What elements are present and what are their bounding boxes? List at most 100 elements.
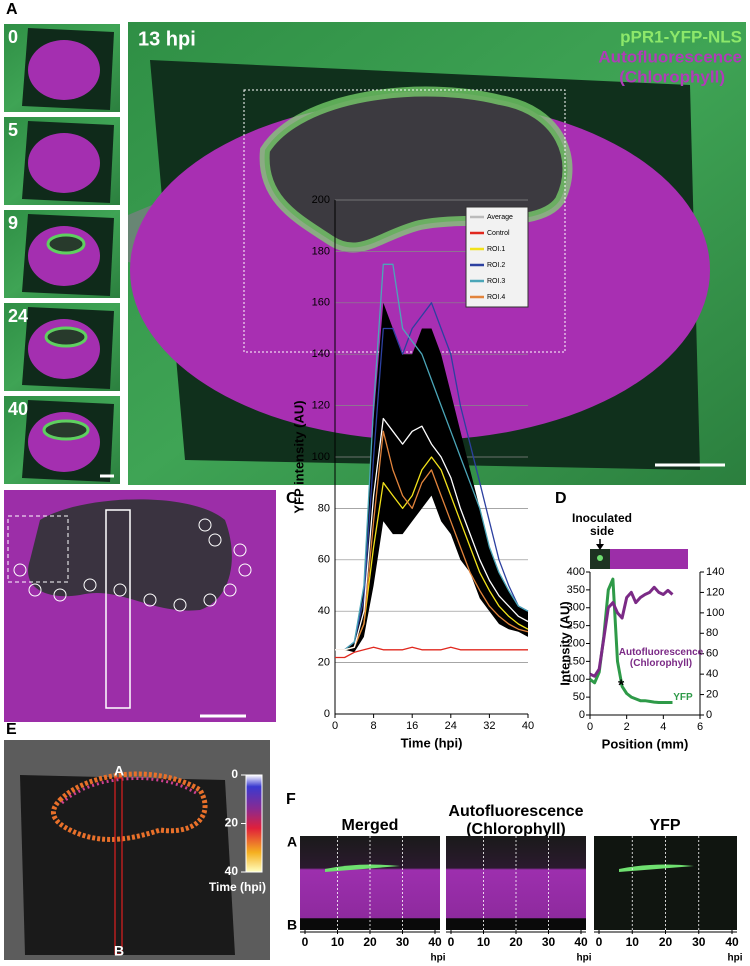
y-tick-label: 40 bbox=[318, 605, 330, 617]
transect-end: B bbox=[114, 943, 124, 959]
y-tick-label: 350 bbox=[567, 584, 585, 596]
y2-tick-label: 80 bbox=[706, 627, 718, 639]
x-unit: hpi bbox=[577, 953, 592, 964]
series-line bbox=[335, 430, 529, 651]
arrow-head bbox=[596, 544, 604, 550]
roi-box bbox=[7, 515, 69, 583]
time-ring bbox=[51, 771, 208, 842]
legend-auto: Autofluorescence bbox=[598, 47, 742, 66]
x-unit: hpi bbox=[728, 953, 743, 964]
colorbar-tick-label: 40 bbox=[225, 864, 239, 878]
roi-circle bbox=[198, 518, 212, 532]
profile-box bbox=[105, 509, 131, 709]
legend-yfp: pPR1-YFP-NLS bbox=[620, 27, 742, 46]
x-tick-label: 20 bbox=[363, 935, 377, 949]
x-tick-label: 0 bbox=[332, 720, 338, 732]
legend-auto: (Chlorophyll) bbox=[619, 67, 725, 86]
x-axis-label: Time (hpi) bbox=[401, 735, 463, 750]
series-line bbox=[335, 302, 529, 651]
x-axis-label: Position (mm) bbox=[602, 736, 689, 751]
roi-circle bbox=[233, 543, 247, 557]
roi-circle bbox=[83, 578, 97, 592]
thumbnail-time: 5 bbox=[8, 120, 18, 140]
roi-circle bbox=[28, 583, 42, 597]
legend-box bbox=[465, 206, 529, 308]
x-tick-label: 40 bbox=[428, 935, 442, 949]
annotation: Inoculated side bbox=[572, 511, 633, 539]
legend-label: ROI.3 bbox=[487, 278, 505, 285]
roi-circle bbox=[13, 563, 27, 577]
panel-label: C bbox=[286, 490, 298, 507]
range-band bbox=[335, 302, 528, 653]
roi-circle bbox=[238, 563, 252, 577]
colorbar bbox=[245, 774, 263, 873]
kymograph bbox=[446, 836, 586, 930]
transect-end: A bbox=[114, 763, 124, 779]
colorbar-tick-label: 20 bbox=[225, 816, 239, 830]
legend-label: ROI.2 bbox=[487, 262, 505, 269]
thumbnail-time: 24 bbox=[8, 306, 28, 326]
thumbnail-time: 9 bbox=[8, 213, 18, 233]
y2-tick-label: 140 bbox=[706, 566, 724, 578]
x-tick-label: 20 bbox=[659, 935, 673, 949]
roi-circle bbox=[113, 583, 127, 597]
main-time: 13 hpi bbox=[138, 28, 196, 50]
series-line bbox=[335, 417, 529, 651]
x-tick-label: 10 bbox=[477, 935, 491, 949]
column-title: Autofluorescence bbox=[448, 803, 583, 820]
x-tick-label: 40 bbox=[574, 935, 588, 949]
thumbnail-lesion bbox=[46, 233, 86, 255]
series-line bbox=[335, 456, 529, 651]
x-tick-label: 0 bbox=[302, 935, 309, 949]
y-tick-label: 100 bbox=[567, 673, 585, 685]
roi-circle bbox=[143, 593, 157, 607]
x-tick-label: 30 bbox=[396, 935, 410, 949]
x-tick-label: 10 bbox=[626, 935, 640, 949]
y-axis-label: YFP intensity (AU) bbox=[291, 400, 306, 513]
y2-tick-label: 0 bbox=[706, 709, 712, 721]
kymograph bbox=[300, 836, 440, 930]
y-tick-label: 50 bbox=[573, 691, 585, 703]
y-tick-label: 60 bbox=[318, 554, 330, 566]
colorbar-tick-label: 0 bbox=[231, 767, 238, 781]
y-tick-label: 300 bbox=[567, 602, 585, 614]
panel-label: F bbox=[286, 791, 296, 808]
time-ring bbox=[60, 777, 197, 805]
x-tick-label: 30 bbox=[542, 935, 556, 949]
thumbnail-leaf bbox=[28, 133, 100, 193]
y-tick-label: 140 bbox=[312, 348, 330, 360]
roi-circle bbox=[203, 593, 217, 607]
y-tick-label: 80 bbox=[318, 502, 330, 514]
series-line bbox=[335, 263, 529, 651]
colorbar-title: Time (hpi) bbox=[209, 880, 266, 894]
roi-circle bbox=[53, 588, 67, 602]
x-tick-label: 0 bbox=[596, 935, 603, 949]
leaf-shadow bbox=[20, 775, 235, 955]
y-tick-label: 20 bbox=[318, 657, 330, 669]
legend-label: Average bbox=[487, 214, 513, 221]
y-tick-label: 200 bbox=[567, 637, 585, 649]
x-tick-label: 32 bbox=[483, 720, 495, 732]
y-tick-label: 120 bbox=[312, 400, 330, 412]
panel-label: E bbox=[6, 721, 17, 738]
series-line bbox=[589, 585, 674, 678]
y-tick-label: 160 bbox=[312, 297, 330, 309]
column-title: Merged bbox=[342, 817, 399, 834]
y-tick-label: 250 bbox=[567, 620, 585, 632]
y-tick-label: 180 bbox=[312, 245, 330, 257]
y2-tick-label: 20 bbox=[706, 688, 718, 700]
annotation: * bbox=[618, 678, 625, 695]
x-tick-label: 6 bbox=[697, 721, 703, 733]
series-label: Autofluorescence (Chlorophyll) bbox=[618, 647, 704, 669]
panel-label: A bbox=[6, 1, 18, 18]
y-tick-label: 200 bbox=[312, 194, 330, 206]
transect bbox=[114, 777, 123, 955]
yfp-streak bbox=[619, 864, 694, 872]
series-label: YFP bbox=[673, 692, 693, 703]
y-tick-label: 100 bbox=[312, 451, 330, 463]
y-tick-label: 150 bbox=[567, 655, 585, 667]
series-line bbox=[335, 646, 528, 659]
x-tick-label: 24 bbox=[445, 720, 457, 732]
